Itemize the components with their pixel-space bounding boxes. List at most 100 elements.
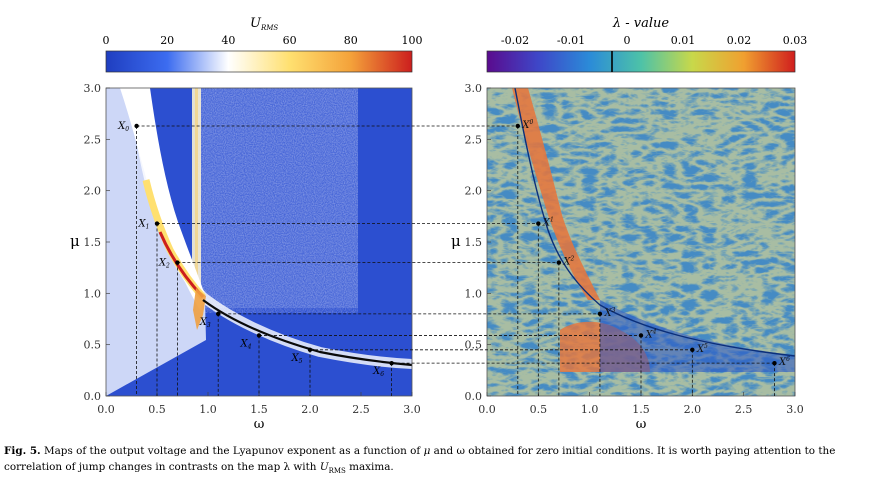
- caption-label: Fig. 5.: [4, 445, 41, 457]
- urms-colorbar-tick-label: 80: [344, 34, 358, 47]
- urms-ylabel: μ: [70, 232, 80, 250]
- urms-point-label-sub: 5: [299, 358, 303, 365]
- urms-x-tick-label: 0.0: [97, 403, 115, 416]
- urms-point-label-main: X: [158, 258, 167, 269]
- urms-point-label: X5: [291, 353, 303, 365]
- lambda-point-marker: [515, 123, 520, 129]
- lambda-point-label: X4: [645, 328, 657, 340]
- lambda-x-tick-label: 1.5: [632, 403, 650, 416]
- lambda-point-label-sub: 5: [704, 343, 708, 350]
- lambda-ylabel: μ: [451, 232, 461, 250]
- lambda-point-label: X0: [521, 119, 533, 131]
- lambda-y-tick-label: 0.5: [465, 339, 483, 352]
- urms-colorbar-title: URMS: [250, 16, 278, 32]
- lambda-x-tick-label: 2.5: [735, 403, 753, 416]
- urms-y-tick-label: 0.5: [84, 339, 102, 352]
- urms-point-label: X4: [240, 338, 252, 350]
- lambda-point-marker: [638, 333, 644, 338]
- lambda-point-label-sub: 4: [652, 328, 657, 335]
- urms-point-label-main: X: [117, 121, 126, 132]
- lambda-x-tick-label: 2.0: [684, 403, 702, 416]
- lambda-x-tick-label: 0.5: [530, 403, 548, 416]
- caption-text-3: maxima.: [345, 461, 394, 473]
- lambda-point-label-sub: 0: [529, 119, 533, 126]
- urms-title-main: U: [250, 16, 262, 31]
- urms-x-tick-label: 1.0: [199, 403, 217, 416]
- connector-lines: [136, 125, 775, 396]
- lambda-y-tick-label: 1.0: [465, 287, 483, 300]
- urms-x-tick-label: 2.0: [301, 403, 319, 416]
- lambda-colorbar-tick-label: 0: [624, 34, 631, 47]
- urms-axes: 0.0 0.5 1.0 1.5 2.0 2.5 3.0 0.0 0.5 1.0 1.5 2.0 2.5 3…: [84, 82, 421, 416]
- urms-xlabel: ω: [254, 417, 265, 432]
- urms-point-marker: [216, 311, 221, 317]
- figure: URMS 0 20 40 60 80 100 λ - value -0.02 -0.01 0 0…: [70, 16, 808, 432]
- lambda-point-label: X2: [562, 256, 574, 268]
- urms-heatmap: [106, 88, 412, 396]
- urms-point-label: X2: [158, 258, 170, 270]
- urms-colorbar: URMS 0 20 40 60 80 100: [103, 16, 423, 73]
- lambda-colorbar-tick-label: -0.02: [501, 34, 529, 47]
- urms-point-marker: [389, 360, 394, 366]
- urms-point-marker: [175, 260, 180, 265]
- urms-point-label: X0: [117, 121, 129, 133]
- urms-y-tick-label: 2.0: [84, 185, 102, 198]
- urms-white-region: [106, 88, 206, 396]
- lambda-point-label-main: X: [521, 120, 530, 131]
- lambda-point-label: X6: [778, 356, 790, 368]
- lambda-axes: 0.0 0.5 1.0 1.5 2.0 2.5 3.0 0.0 0.5 1.0 1.5 2.0 2.5 3…: [465, 82, 804, 416]
- caption-mu: μ: [423, 445, 431, 457]
- urms-y-tick-label: 1.5: [84, 236, 102, 249]
- urms-colorbar-tick-label: 60: [283, 34, 297, 47]
- lambda-x-tick-label: 1.0: [581, 403, 599, 416]
- urms-point-label-sub: 0: [125, 126, 129, 133]
- lambda-point-label-main: X: [778, 357, 787, 368]
- lambda-point-label-main: X: [696, 344, 705, 355]
- lambda-point-label-sub: 1: [550, 217, 554, 224]
- urms-colorbar-tick-label: 100: [402, 34, 423, 47]
- lambda-y-tick-label: 1.5: [465, 236, 483, 249]
- urms-point-label-sub: 4: [247, 343, 252, 350]
- urms-colorbar-tick-label: 40: [221, 34, 235, 47]
- urms-x-tick-label: 2.5: [352, 403, 370, 416]
- urms-colorbar-tick-label: 0: [103, 34, 110, 47]
- urms-point-label-sub: 1: [146, 224, 150, 231]
- lambda-colorbar-tick-label: 0.01: [671, 34, 696, 47]
- urms-point-label-main: X: [199, 317, 208, 328]
- lambda-boundary-curve: [514, 88, 795, 357]
- urms-point-label-main: X: [138, 219, 147, 230]
- lambda-point-label-sub: 2: [570, 256, 575, 263]
- urms-lower-branch: [202, 299, 412, 367]
- lambda-colorbar-tick-label: 0.03: [783, 34, 808, 47]
- caption-urms-sub: RMS: [328, 467, 346, 476]
- caption-text-2: and ω obtained for zero initial conditio…: [4, 445, 836, 473]
- urms-point-marker: [134, 123, 139, 129]
- urms-x-tick-label: 3.0: [403, 403, 421, 416]
- lambda-x-tick-label: 0.0: [478, 403, 496, 416]
- lambda-colorbar-bar: [486, 50, 796, 73]
- urms-y-tick-label: 1.0: [84, 287, 102, 300]
- urms-x-tick-label: 0.5: [148, 403, 166, 416]
- lambda-point-label-sub: 6: [786, 356, 790, 363]
- lambda-xlabel: ω: [636, 417, 647, 432]
- urms-speckle-noise: [196, 88, 358, 313]
- lambda-point-label: X3: [603, 307, 615, 319]
- lambda-point-label: X1: [542, 217, 554, 229]
- urms-point-label-sub: 3: [207, 322, 211, 329]
- lambda-point-label-main: X: [645, 329, 654, 340]
- lambda-point-label-main: X: [542, 218, 551, 229]
- lambda-point-marker: [536, 221, 541, 226]
- lambda-y-tick-label: 3.0: [465, 82, 483, 95]
- lambda-y-tick-label: 0.0: [465, 390, 483, 403]
- urms-point-label-main: X: [240, 338, 249, 349]
- urms-point-label: X6: [372, 366, 384, 378]
- urms-colorbar-tick-label: 20: [160, 34, 174, 47]
- urms-point-marker: [256, 333, 262, 338]
- urms-point-label-main: X: [372, 366, 381, 377]
- lambda-point-label-sub: 3: [612, 307, 616, 314]
- lambda-point-marker: [597, 311, 603, 317]
- lambda-y-tick-label: 2.5: [465, 133, 483, 146]
- lambda-point-label-main: X: [603, 308, 612, 319]
- lambda-heatmap: [487, 88, 795, 396]
